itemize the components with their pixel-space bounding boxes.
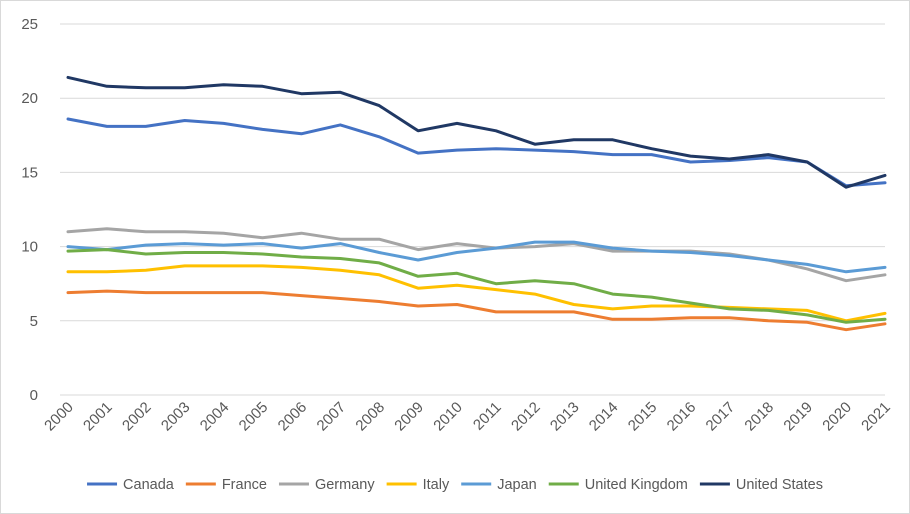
x-tick-label: 2009: [391, 399, 427, 435]
x-tick-label: 2012: [508, 399, 544, 435]
series-line-united-states: [66, 75, 887, 189]
x-tick-label: 2017: [703, 399, 739, 435]
series-line-canada: [66, 117, 887, 188]
series-line-japan: [66, 240, 887, 274]
legend-item-germany: Germany: [278, 477, 375, 493]
x-axis: 2000 2001 2002 2003 2004 2005 2006 2007 2008 2009…: [41, 399, 894, 435]
y-tick-label: 15: [21, 164, 38, 181]
x-tick-label: 2019: [780, 399, 816, 435]
legend-item-italy: Italy: [386, 477, 450, 493]
legend-item-united-states: United States: [699, 477, 823, 493]
legend-item-united-kingdom: United Kingdom: [548, 477, 688, 493]
x-tick-label: 2003: [158, 399, 194, 435]
x-tick-label: 2021: [858, 399, 894, 435]
x-tick-label: 2007: [314, 399, 350, 435]
x-tick-label: 2018: [741, 399, 777, 435]
legend: Canada France Germany Italy Japan United King…: [87, 477, 823, 493]
x-tick-label: 2015: [625, 399, 661, 435]
x-tick-label: 2011: [470, 399, 505, 434]
x-tick-label: 2000: [41, 399, 77, 435]
x-tick-label: 2020: [819, 399, 855, 435]
legend-label: United States: [736, 477, 823, 493]
legend-item-japan: Japan: [461, 477, 537, 493]
legend-label: Canada: [123, 477, 175, 493]
x-tick-label: 2006: [275, 399, 311, 435]
y-tick-label: 25: [21, 16, 38, 33]
x-tick-label: 2004: [197, 399, 233, 435]
x-tick-label: 2010: [430, 399, 466, 435]
x-tick-label: 2002: [119, 399, 155, 435]
y-tick-label: 20: [21, 90, 38, 107]
y-axis: 0 5 10 15 20 25: [21, 16, 38, 404]
x-tick-label: 2001: [80, 399, 116, 435]
legend-label: France: [222, 477, 267, 493]
y-tick-label: 0: [30, 387, 38, 404]
x-tick-label: 2013: [547, 399, 583, 435]
legend-item-canada: Canada: [87, 477, 175, 493]
x-tick-label: 2008: [352, 399, 388, 435]
legend-label: Japan: [497, 477, 537, 493]
gridlines: [60, 23, 885, 396]
legend-label: United Kingdom: [585, 477, 688, 493]
legend-label: Italy: [423, 477, 450, 493]
series-line-germany: [66, 227, 887, 283]
x-tick-label: 2005: [236, 399, 272, 435]
series-line-france: [66, 289, 887, 332]
x-tick-label: 2014: [586, 399, 622, 435]
legend-item-france: France: [185, 477, 267, 493]
y-tick-label: 5: [30, 313, 38, 330]
series-lines: [66, 75, 887, 332]
series-line-united-kingdom: [66, 248, 887, 324]
x-tick-label: 2016: [664, 399, 700, 435]
y-tick-label: 10: [21, 239, 38, 256]
legend-label: Germany: [315, 477, 375, 493]
